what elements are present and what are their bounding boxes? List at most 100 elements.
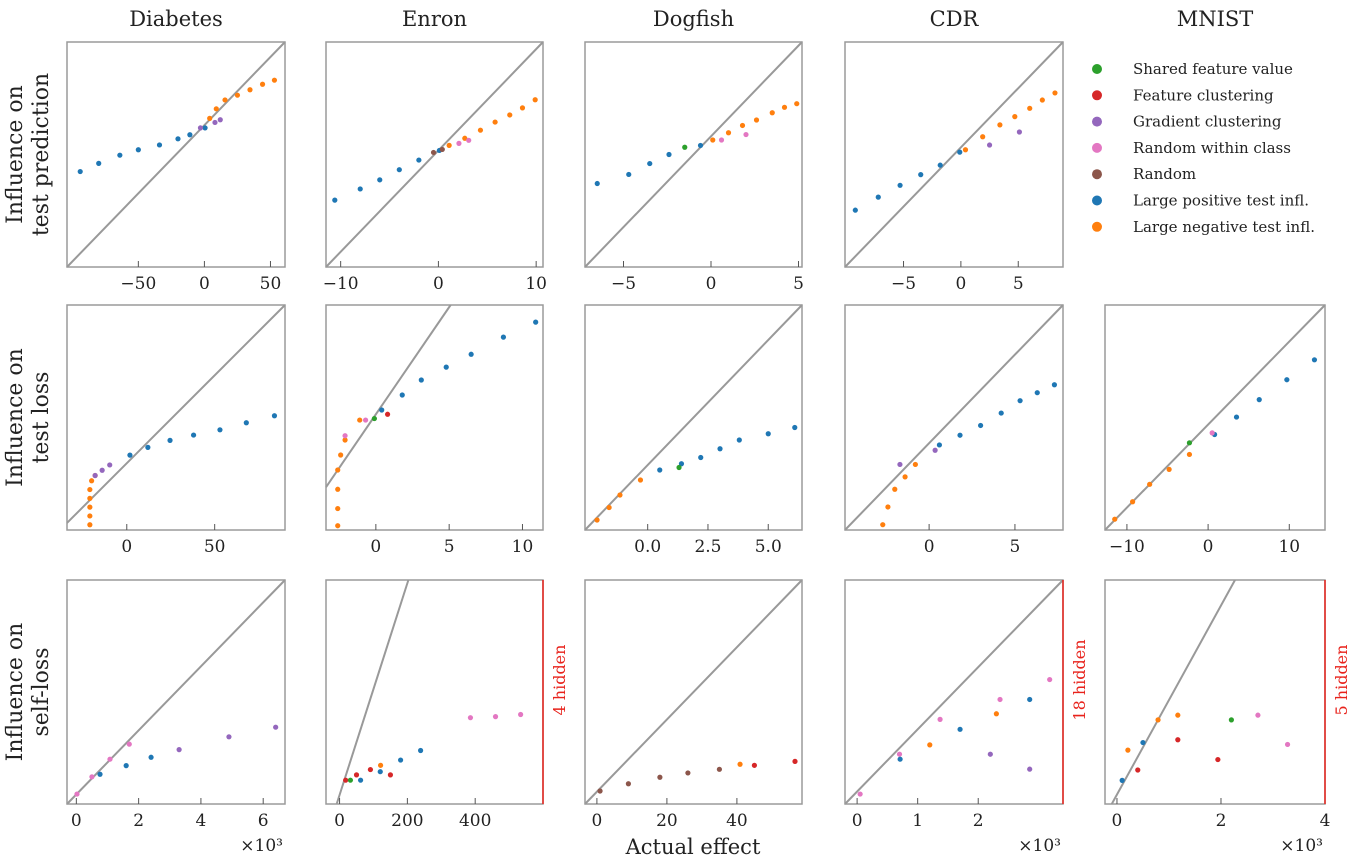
axis-multiplier: ×10³ xyxy=(240,836,283,856)
x-tick-label: 1 xyxy=(912,811,923,831)
point xyxy=(99,467,105,473)
subplot: −5 0 5 xyxy=(584,41,804,294)
point xyxy=(1155,717,1161,723)
series xyxy=(127,413,278,458)
diagonal-line xyxy=(584,41,803,268)
hidden-note: 4 hidden xyxy=(550,645,569,716)
point xyxy=(1017,398,1023,404)
series xyxy=(597,766,723,794)
point xyxy=(377,762,384,768)
point xyxy=(190,432,197,438)
x-tick-label: 0 xyxy=(334,811,345,831)
point xyxy=(678,461,685,467)
point xyxy=(247,87,253,93)
point xyxy=(167,437,173,443)
point xyxy=(273,724,279,730)
x-tick-label: 4 xyxy=(1320,811,1331,831)
point xyxy=(87,486,93,493)
subplot: 0 5 10 xyxy=(325,304,544,557)
point xyxy=(725,130,732,136)
point xyxy=(1112,516,1118,522)
point xyxy=(357,777,364,783)
point xyxy=(880,522,886,528)
point xyxy=(519,105,526,111)
series xyxy=(1228,717,1234,723)
point xyxy=(492,714,499,720)
point xyxy=(617,492,623,498)
point xyxy=(197,125,204,131)
point xyxy=(377,769,383,775)
subplot: 0 50 xyxy=(66,304,286,557)
point xyxy=(87,513,93,519)
point xyxy=(897,756,903,762)
point xyxy=(1027,766,1033,772)
series xyxy=(751,758,798,768)
x-tick-label: 5 xyxy=(444,537,455,557)
point xyxy=(716,766,723,772)
point xyxy=(127,452,133,458)
point xyxy=(500,334,507,340)
series xyxy=(357,747,424,783)
subplot: 0 2 4 ×10³ 5 hidden xyxy=(1104,579,1351,856)
x-tick-label: −10 xyxy=(1109,537,1145,557)
series xyxy=(1135,737,1221,773)
point xyxy=(998,410,1004,416)
point xyxy=(792,758,798,764)
x-tick-label: −5 xyxy=(611,274,636,294)
x-tick-label: 0 xyxy=(71,811,82,831)
point xyxy=(710,137,716,143)
axes-frame xyxy=(66,304,286,531)
series xyxy=(682,144,688,150)
point xyxy=(87,504,93,510)
legend-label: Large positive test infl. xyxy=(1133,192,1309,210)
point xyxy=(353,772,360,778)
point xyxy=(207,115,213,121)
series xyxy=(852,149,963,213)
series xyxy=(1112,451,1193,522)
series xyxy=(332,147,442,203)
x-tick-label: 10 xyxy=(1278,537,1300,557)
point xyxy=(637,477,644,483)
diagonal-line xyxy=(1110,579,1236,805)
point xyxy=(852,207,858,213)
x-tick-label: 2 xyxy=(973,811,984,831)
subplot: −10 0 10 xyxy=(323,41,547,294)
x-tick-label: 0 xyxy=(121,537,132,557)
legend-label: Large negative test infl. xyxy=(1133,218,1315,236)
point xyxy=(532,97,538,103)
point xyxy=(430,149,437,156)
point xyxy=(892,486,898,492)
legend-marker xyxy=(1092,221,1102,232)
point xyxy=(518,711,524,718)
point xyxy=(676,464,682,471)
point xyxy=(259,81,266,87)
legend-label: Shared feature value xyxy=(1133,60,1293,78)
series xyxy=(377,762,384,768)
point xyxy=(957,149,963,155)
point xyxy=(335,505,341,512)
series xyxy=(335,417,363,529)
series xyxy=(446,97,538,148)
subplot: 0 1 2 ×10³ 18 hidden xyxy=(844,579,1089,856)
point xyxy=(594,180,600,187)
point xyxy=(446,142,452,148)
diagonal-line xyxy=(844,579,1064,805)
point xyxy=(387,772,394,778)
point xyxy=(107,462,113,468)
axes-frame xyxy=(325,304,544,531)
point xyxy=(1228,717,1234,723)
x-tick-label: 2 xyxy=(133,811,144,831)
series xyxy=(371,415,377,422)
point xyxy=(126,741,132,747)
point xyxy=(145,444,151,450)
subplot: −50 0 50 xyxy=(66,41,286,294)
point xyxy=(148,754,154,760)
x-tick-label: 20 xyxy=(656,811,678,831)
diagonal-line xyxy=(844,304,1064,531)
point xyxy=(1119,777,1125,783)
point xyxy=(468,351,474,357)
point xyxy=(1034,390,1040,396)
point xyxy=(416,157,422,163)
point xyxy=(443,364,449,370)
point xyxy=(202,125,208,131)
